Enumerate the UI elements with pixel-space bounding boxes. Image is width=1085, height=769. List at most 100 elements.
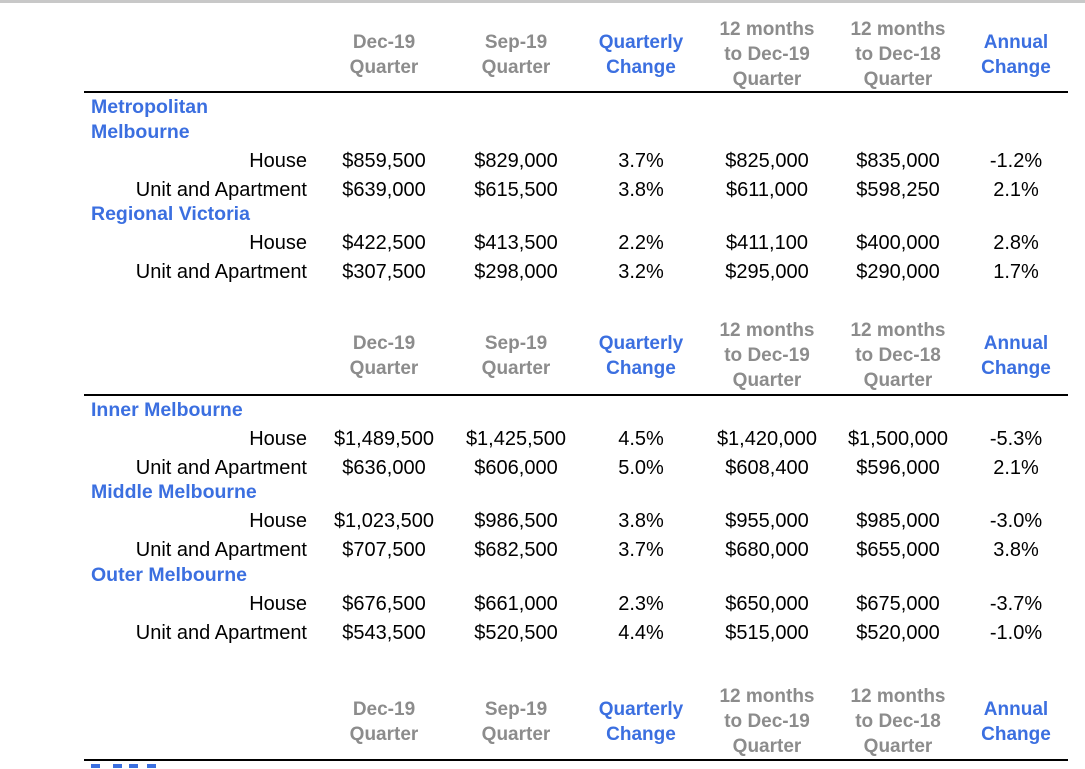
table-cell: $676,500 xyxy=(342,592,426,615)
column-header-1: Dec-19 xyxy=(352,698,416,720)
column-header-5: to Dec-18 xyxy=(855,345,941,366)
table-cell: $298,000 xyxy=(474,261,558,284)
table-cell: -1.0% xyxy=(989,621,1043,644)
table-cell: 3.8% xyxy=(993,539,1039,562)
column-header-3: Change xyxy=(606,56,676,78)
column-header-5: to Dec-18 xyxy=(855,711,941,732)
table-cell: $1,420,000 xyxy=(716,428,818,450)
column-header-5: 12 months xyxy=(850,686,946,707)
table-cell: $422,500 xyxy=(342,232,426,255)
table-cell: $606,000 xyxy=(474,456,558,479)
table-cell: 2.1% xyxy=(993,178,1039,201)
column-header-5: 12 months xyxy=(850,19,946,40)
table-cell: $707,500 xyxy=(342,539,426,562)
row-label: Unit and Apartment xyxy=(135,621,307,644)
column-header-5: Quarter xyxy=(863,736,933,757)
table-cell: $859,500 xyxy=(342,150,426,172)
section-title: Inner Melbourne xyxy=(91,399,243,421)
table-cell: $400,000 xyxy=(856,232,940,255)
table-cell: $515,000 xyxy=(725,621,809,644)
table-cell: $682,500 xyxy=(474,539,558,562)
header-rule xyxy=(84,91,1068,93)
table-cell: 3.7% xyxy=(618,150,664,172)
column-header-4: to Dec-19 xyxy=(724,44,810,65)
table-cell: $675,000 xyxy=(856,592,940,615)
table-cell: $1,489,500 xyxy=(333,428,435,450)
table-cell: $608,400 xyxy=(725,456,809,479)
column-header-3: Change xyxy=(606,723,676,745)
table-cell: $650,000 xyxy=(725,592,809,615)
table-cell: $307,500 xyxy=(342,261,426,284)
table-cell: $680,000 xyxy=(725,539,809,562)
table-cell: -3.7% xyxy=(989,592,1043,615)
table-cell: $1,425,500 xyxy=(465,428,567,450)
column-header-6: Annual xyxy=(983,332,1049,354)
row-label: House xyxy=(249,592,307,615)
table-cell: $986,500 xyxy=(474,510,558,533)
section-title: Metropolitan xyxy=(91,96,208,118)
table-cell: -1.2% xyxy=(989,150,1043,172)
column-header-4: to Dec-19 xyxy=(724,345,810,366)
table-cell: $639,000 xyxy=(342,178,426,201)
header-rule xyxy=(84,394,1068,396)
table-cell: $615,500 xyxy=(474,178,558,201)
column-header-3: Change xyxy=(606,357,676,379)
column-header-2: Quarter xyxy=(481,723,551,745)
column-header-4: Quarter xyxy=(732,370,802,391)
table-cell: 2.1% xyxy=(993,456,1039,479)
column-header-2: Sep-19 xyxy=(484,31,548,53)
table-cell: $955,000 xyxy=(725,510,809,533)
column-header-5: 12 months xyxy=(850,320,946,341)
table-cell: 3.2% xyxy=(618,261,664,284)
column-header-2: Sep-19 xyxy=(484,332,548,354)
row-label: House xyxy=(249,150,307,172)
column-header-4: Quarter xyxy=(732,736,802,757)
column-header-5: to Dec-18 xyxy=(855,44,941,65)
column-header-4: to Dec-19 xyxy=(724,711,810,732)
table-cell: 4.4% xyxy=(618,621,664,644)
row-label: Unit and Apartment xyxy=(135,178,307,201)
column-header-5: Quarter xyxy=(863,69,933,90)
column-header-2: Quarter xyxy=(481,56,551,78)
column-header-4: Quarter xyxy=(732,69,802,90)
column-header-4: 12 months xyxy=(719,686,815,707)
table-cell: 5.0% xyxy=(618,456,664,479)
table-cell: $985,000 xyxy=(856,510,940,533)
column-header-1: Dec-19 xyxy=(352,31,416,53)
table-cell: $411,100 xyxy=(726,232,808,255)
section-title: Melbourne xyxy=(91,121,190,143)
section-title: Regional Victoria xyxy=(91,203,250,226)
table-cell: 2.2% xyxy=(618,232,664,255)
table-cell: 3.8% xyxy=(618,510,664,533)
table-cell: $1,023,500 xyxy=(333,510,435,533)
column-header-3: Quarterly xyxy=(598,31,684,53)
column-header-6: Annual xyxy=(983,698,1049,720)
table-cell: $596,000 xyxy=(856,456,940,479)
column-header-6: Change xyxy=(981,723,1051,745)
table-cell: $611,000 xyxy=(726,178,808,201)
table-cell: $413,500 xyxy=(474,232,558,255)
column-header-1: Quarter xyxy=(349,56,419,78)
table-cell: $835,000 xyxy=(856,150,940,172)
table-cell: 4.5% xyxy=(618,428,664,450)
column-header-4: 12 months xyxy=(719,320,815,341)
table-cell: $520,000 xyxy=(856,621,940,644)
table-cell: 3.8% xyxy=(618,178,664,201)
table-cell: $290,000 xyxy=(856,261,940,284)
table-cell: -5.3% xyxy=(989,428,1043,450)
column-header-5: Quarter xyxy=(863,370,933,391)
table-cell: 3.7% xyxy=(618,539,664,562)
row-label: House xyxy=(249,232,307,255)
column-header-1: Quarter xyxy=(349,357,419,379)
table-cell: $829,000 xyxy=(474,150,558,172)
table-cell: 2.8% xyxy=(993,232,1039,255)
row-label: Unit and Apartment xyxy=(135,261,307,284)
table-cell: $655,000 xyxy=(856,539,940,562)
column-header-6: Change xyxy=(981,357,1051,379)
section-title: Middle Melbourne xyxy=(91,481,257,504)
column-header-6: Annual xyxy=(983,31,1049,53)
table-cell: $636,000 xyxy=(342,456,426,479)
table-cell: $598,250 xyxy=(856,178,940,201)
clipped-section-title xyxy=(91,764,177,769)
